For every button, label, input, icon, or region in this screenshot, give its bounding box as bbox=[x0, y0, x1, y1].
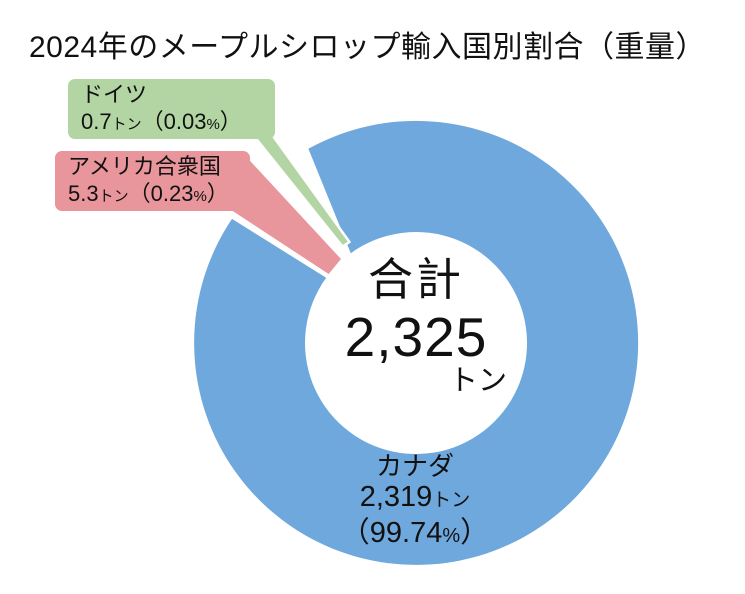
usa-value: 5.3 bbox=[68, 181, 99, 206]
usa-name: アメリカ合衆国 bbox=[68, 154, 221, 179]
canada-pct-sign: % bbox=[442, 525, 461, 547]
callout-usa: アメリカ合衆国 5.3トン（0.23%） bbox=[55, 151, 250, 211]
usa-pct-open: （0.23 bbox=[128, 181, 194, 206]
canada-pct-line: （99.74%） bbox=[341, 517, 489, 553]
canada-unit: トン bbox=[432, 490, 471, 511]
germany-value: 0.7 bbox=[81, 109, 112, 134]
canada-label: カナダ 2,319トン （99.74%） bbox=[341, 451, 489, 553]
germany-pct-sign: % bbox=[206, 116, 220, 133]
center-total: 合計 2,325 トン bbox=[311, 254, 521, 397]
usa-pct-close: ） bbox=[206, 181, 229, 206]
canada-name: カナダ bbox=[375, 451, 455, 481]
germany-pct-open: （0.03 bbox=[141, 109, 207, 134]
germany-unit: トン bbox=[111, 116, 142, 133]
canada-pct-close: ） bbox=[460, 517, 490, 549]
total-label: 合計 bbox=[367, 254, 464, 305]
canada-value: 2,319 bbox=[359, 481, 433, 513]
germany-value-line: 0.7トン（0.03%） bbox=[81, 109, 275, 136]
usa-unit: トン bbox=[98, 188, 129, 205]
germany-pct-close: ） bbox=[219, 109, 242, 134]
canada-value-line: 2,319トン bbox=[341, 481, 489, 517]
usa-pct-sign: % bbox=[193, 188, 207, 205]
canada-pct-open: （99.74 bbox=[340, 517, 443, 549]
germany-name: ドイツ bbox=[81, 82, 148, 107]
slice-canada bbox=[194, 120, 639, 565]
total-value: 2,325 bbox=[344, 306, 488, 368]
callout-germany: ドイツ 0.7トン（0.03%） bbox=[68, 79, 275, 139]
chart-title: 2024年のメープルシロップ輸入国別割合（重量） bbox=[29, 31, 706, 64]
total-unit: トン bbox=[448, 365, 507, 397]
usa-value-line: 5.3トン（0.23%） bbox=[68, 181, 250, 208]
